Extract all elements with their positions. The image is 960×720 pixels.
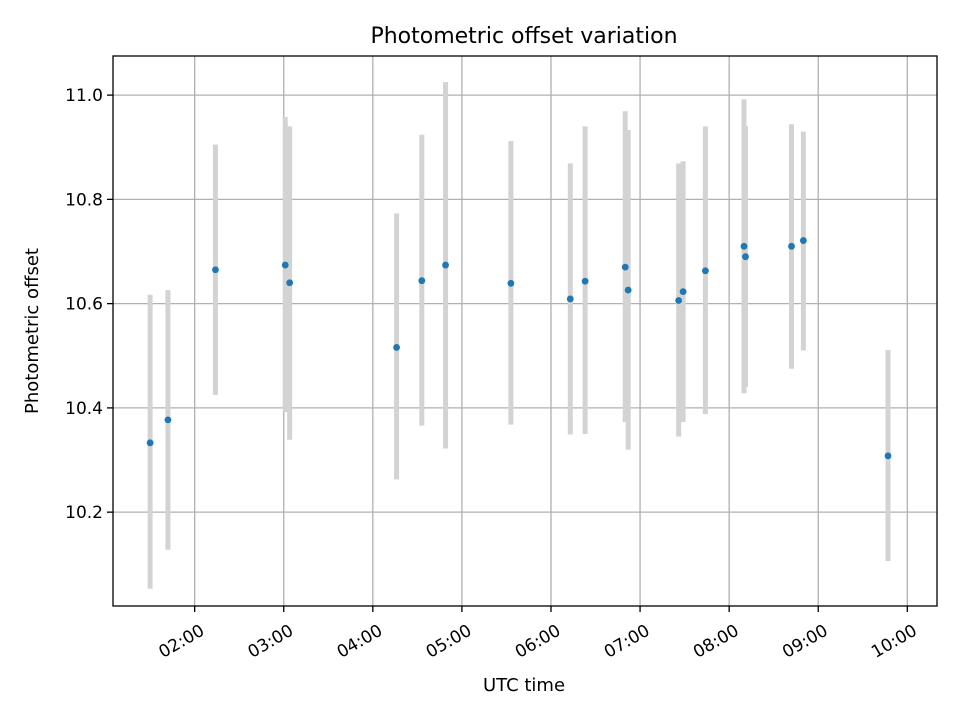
chart-title: Photometric offset variation — [370, 24, 677, 49]
data-point — [281, 261, 289, 269]
y-tick-label: 11.0 — [65, 86, 103, 106]
data-point — [442, 261, 449, 269]
data-point — [621, 263, 629, 271]
data-point — [742, 253, 749, 261]
data-point — [393, 344, 400, 351]
data-point — [418, 277, 426, 285]
plot-frame — [112, 55, 938, 607]
x-tick-label: 09:00 — [779, 621, 831, 663]
x-axis-label: UTC time — [483, 675, 565, 696]
data-point — [884, 452, 892, 460]
x-tick-label: 02:00 — [156, 621, 208, 663]
y-tick-label: 10.8 — [65, 190, 103, 210]
y-tick-label: 10.2 — [65, 503, 103, 523]
y-tick-label: 10.6 — [65, 295, 103, 315]
data-point — [788, 242, 795, 250]
x-tick-label: 03:00 — [245, 621, 297, 663]
y-axis-label: Photometric offset — [22, 248, 43, 414]
point-layer — [146, 237, 892, 460]
data-point — [146, 439, 154, 447]
data-point — [212, 266, 219, 274]
x-tick-label: 07:00 — [601, 621, 653, 663]
data-point — [679, 288, 687, 296]
y-tick-label: 10.4 — [65, 399, 103, 419]
x-tick-label: 06:00 — [512, 621, 564, 663]
data-point — [701, 267, 709, 275]
data-point — [507, 279, 515, 287]
x-tick-label: 08:00 — [690, 621, 742, 663]
data-point — [581, 277, 589, 285]
data-point — [740, 242, 748, 250]
data-point — [675, 297, 683, 304]
data-point — [624, 286, 632, 294]
data-point — [566, 295, 574, 303]
data-point — [799, 237, 807, 244]
x-tick-label: 05:00 — [423, 621, 475, 663]
x-tick-label: 10:00 — [868, 621, 920, 663]
data-point — [286, 279, 294, 287]
data-point — [164, 416, 172, 424]
grid-layer — [113, 56, 937, 606]
x-tick-label: 04:00 — [334, 621, 386, 663]
